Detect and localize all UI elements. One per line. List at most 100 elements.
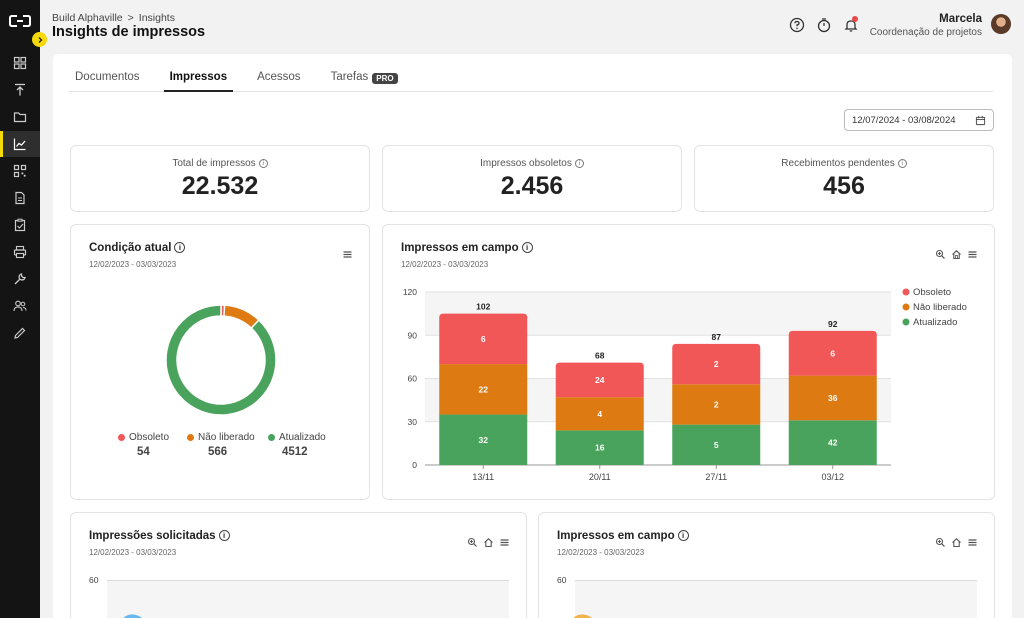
sidebar-item-qr[interactable] [0,158,40,184]
legend-obsoleto[interactable]: Obsoleto [118,432,169,443]
zoom-icon[interactable] [935,537,946,548]
legend-item-atualizado[interactable]: Atualizado [913,317,957,328]
chart-arc-mark [573,614,593,618]
breadcrumb-project[interactable]: Build Alphaville [52,12,123,24]
card-tools [467,537,510,548]
pro-badge: PRO [372,73,398,84]
stat-value: 456 [823,172,865,200]
card-title-text: Condição atual [89,242,172,254]
bar-segment-nao-liberado[interactable] [439,364,528,415]
sidebar-item-users[interactable] [0,293,40,319]
user-name[interactable]: Marcela [939,13,982,25]
stat-label: Impressos obsoletos i [383,158,681,169]
chart-plot-area [107,580,509,618]
users-icon [13,300,27,312]
card-subtitle: 12/02/2023 - 03/03/2023 [89,260,177,269]
bar-segment-obsoleto[interactable] [672,343,761,385]
card-tools [935,249,978,260]
bar-segment-atualizado[interactable] [788,420,877,465]
tab-tarefas[interactable]: Tarefas PRO [325,68,404,92]
sidebar-item-chart[interactable] [0,131,40,157]
date-range-value: 12/07/2024 - 03/08/2024 [852,114,956,126]
donut-slice-atualizado[interactable] [165,304,277,416]
menu-icon[interactable] [499,537,510,548]
bar-segment-nao-liberado[interactable] [672,384,761,425]
info-icon[interactable]: i [897,158,907,168]
stat-label-text: Recebimentos pendentes [781,158,895,169]
tab-acessos[interactable]: Acessos [251,68,306,92]
y-tick-label: 60 [557,575,567,585]
sidebar-item-upload[interactable] [0,77,40,103]
menu-icon[interactable] [342,249,353,260]
stat-value: 22.532 [181,172,259,200]
legend-value-nao-liberado: 566 [208,446,228,458]
bar-data-label: 22 [479,384,489,394]
legend-nao-liberado[interactable]: Não liberado [187,432,255,443]
folder-icon [13,112,27,123]
bar-segment-nao-liberado[interactable] [788,375,877,421]
help-icon[interactable] [789,17,805,33]
y-tick-label: 90 [408,330,418,340]
timer-icon[interactable] [816,17,832,33]
menu-icon[interactable] [967,537,978,548]
bar-data-label: 16 [595,443,605,453]
card-title-text: Impressões solicitadas [89,530,216,542]
menu-icon[interactable] [967,249,978,260]
tab-documentos[interactable]: Documentos [69,68,146,92]
notification-bell-icon[interactable] [843,17,859,33]
y-tick-label: 60 [408,374,418,384]
condition-card: Condição atual i 12/02/2023 - 03/03/2023 … [70,224,370,500]
card-title-text: Impressos em campo [401,242,519,254]
info-icon[interactable]: i [521,242,533,254]
sidebar-item-folder[interactable] [0,104,40,130]
info-icon[interactable]: i [174,242,186,254]
legend-dot [902,303,910,311]
home-icon[interactable] [951,537,962,548]
sidebar-item-printer[interactable] [0,239,40,265]
expand-sidebar-button[interactable] [32,32,47,47]
info-icon[interactable]: i [218,530,230,542]
zoom-icon[interactable] [467,537,478,548]
home-icon[interactable] [483,537,494,548]
x-tick-label: 13/11 [472,472,494,482]
legend-value-atualizado: 4512 [282,446,308,458]
legend-label: Obsoleto [129,432,170,443]
bar-segment-obsoleto[interactable] [555,362,644,398]
bar-segment-atualizado[interactable] [555,430,644,465]
info-icon[interactable]: i [574,158,584,168]
avatar[interactable] [991,14,1011,34]
user-role: Coordenação de projetos [869,27,982,38]
bar-segment-atualizado[interactable] [439,414,528,465]
calendar-icon [975,115,986,126]
bar-segment-obsoleto[interactable] [788,330,877,376]
bar-segment-obsoleto[interactable] [439,313,528,365]
bar-data-label: 6 [830,348,835,358]
bar-segment-nao-liberado[interactable] [555,397,644,431]
bar-segment-atualizado[interactable] [672,424,761,465]
logo-icon [9,15,31,27]
sidebar-item-wrench[interactable] [0,266,40,292]
sidebar-item-pencil[interactable] [0,320,40,346]
sidebar-item-document[interactable] [0,185,40,211]
legend-item-obsoleto[interactable]: Obsoleto [913,287,951,298]
chart-plot-area [575,580,977,618]
card-subtitle: 12/02/2023 - 03/03/2023 [89,548,177,557]
home-icon[interactable] [951,249,962,260]
sidebar-item-grid[interactable] [0,50,40,76]
bar-total-label: 92 [828,319,838,329]
info-icon[interactable]: i [258,158,268,168]
x-tick-label: 27/11 [705,472,727,482]
info-icon[interactable]: i [677,530,689,542]
impressos-campo-card-2: Impressos em campo i 12/02/2023 - 03/03/2… [538,512,995,618]
stat-card-total: Total de impressos i 22.532 [70,145,370,212]
zoom-icon[interactable] [935,249,946,260]
tab-impressos[interactable]: Impressos [163,68,234,92]
card-title-text: Impressos em campo [557,530,675,542]
bar-data-label: 2 [714,399,719,409]
sidebar-item-clipboard[interactable] [0,212,40,238]
date-range-picker[interactable]: 12/07/2024 - 03/08/2024 [844,109,994,131]
legend-atualizado[interactable]: Atualizado [268,432,326,443]
bar-data-label: 6 [481,334,486,344]
legend-value-obsoleto: 54 [137,446,150,458]
legend-item-nao-liberado[interactable]: Não liberado [913,302,967,313]
